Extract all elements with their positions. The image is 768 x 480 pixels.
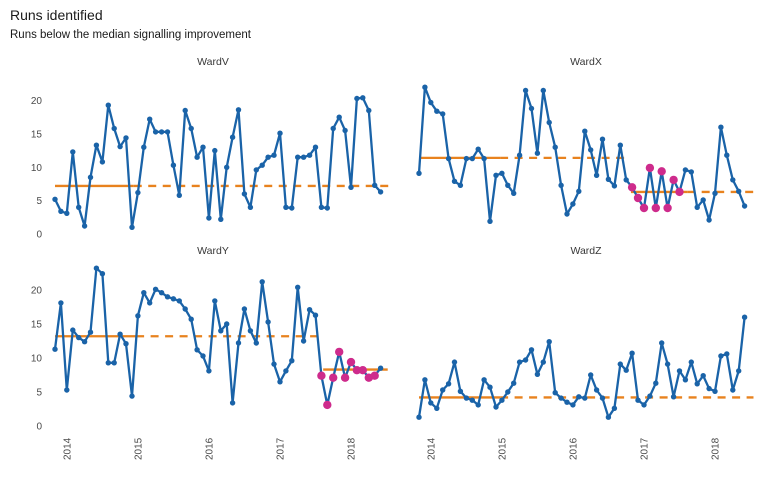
svg-text:2018: 2018 bbox=[347, 437, 358, 460]
svg-text:2016: 2016 bbox=[568, 437, 579, 460]
svg-text:20: 20 bbox=[31, 96, 43, 107]
svg-text:15: 15 bbox=[31, 320, 43, 331]
svg-text:15: 15 bbox=[31, 129, 43, 140]
svg-text:10: 10 bbox=[31, 163, 43, 174]
svg-text:10: 10 bbox=[31, 354, 43, 365]
svg-text:0: 0 bbox=[36, 422, 42, 433]
facet-title-wardv: WardV bbox=[197, 56, 229, 68]
facet-title-wardx: WardX bbox=[570, 56, 602, 68]
svg-text:5: 5 bbox=[36, 388, 42, 399]
facet-chart-wardv: 0 5 10 15 20 bbox=[31, 95, 389, 241]
svg-text:2014: 2014 bbox=[62, 437, 73, 460]
svg-text:20: 20 bbox=[31, 286, 43, 297]
svg-text:2014: 2014 bbox=[426, 437, 437, 460]
facet-chart-wardz: 2014 2015 2016 2017 2018 bbox=[416, 314, 754, 460]
svg-text:5: 5 bbox=[36, 196, 42, 207]
chart-subtitle: Runs below the median signalling improve… bbox=[10, 29, 251, 41]
facet-chart-wardy: 0 5 10 15 20 2014 2015 2016 2017 2018 bbox=[31, 265, 388, 460]
facet-chart-wardx bbox=[416, 84, 758, 224]
svg-text:2017: 2017 bbox=[276, 437, 287, 460]
svg-text:2015: 2015 bbox=[133, 437, 144, 460]
svg-text:0: 0 bbox=[36, 230, 42, 241]
svg-text:2015: 2015 bbox=[497, 437, 508, 460]
svg-text:2018: 2018 bbox=[711, 437, 722, 460]
facet-title-wardy: WardY bbox=[197, 245, 229, 257]
svg-text:2016: 2016 bbox=[204, 437, 215, 460]
chart-title: Runs identified bbox=[10, 7, 103, 23]
facet-title-wardz: WardZ bbox=[570, 245, 602, 257]
svg-text:2017: 2017 bbox=[640, 437, 651, 460]
